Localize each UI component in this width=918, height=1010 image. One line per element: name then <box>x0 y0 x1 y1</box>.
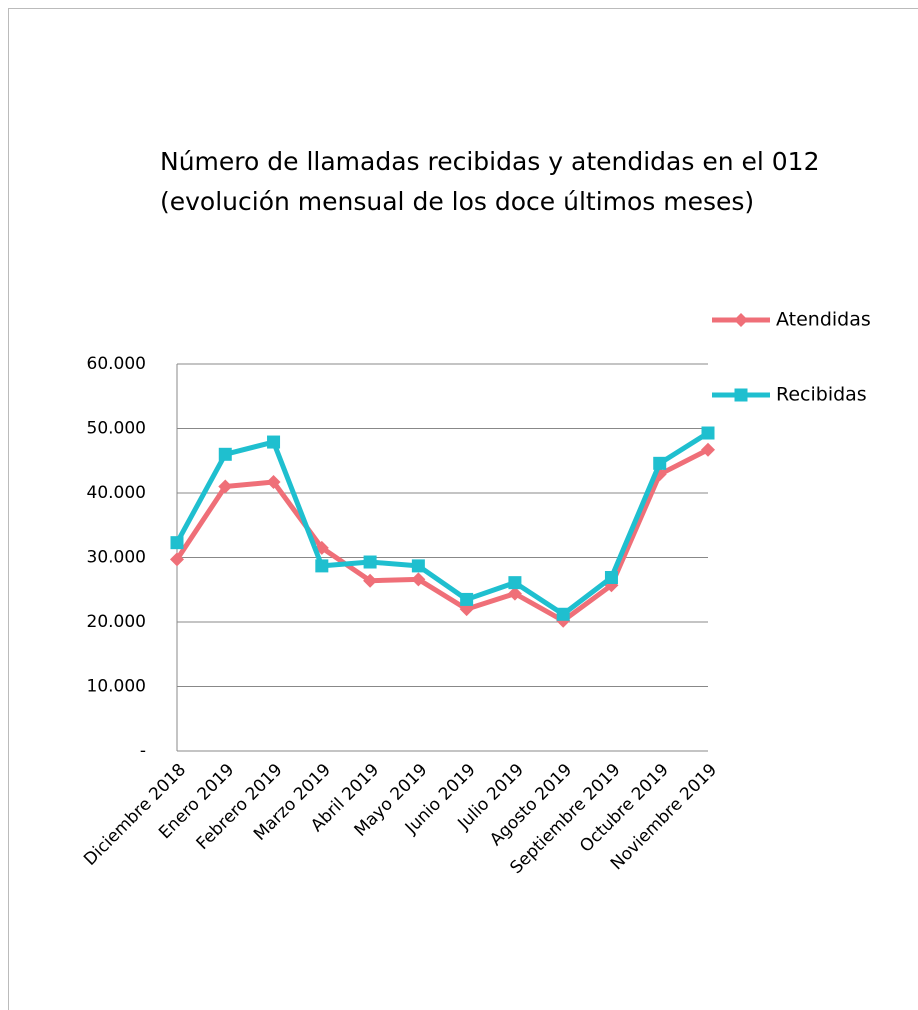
point <box>267 435 281 449</box>
point <box>411 572 426 587</box>
point <box>701 442 715 457</box>
point <box>315 559 329 573</box>
series-line <box>174 430 710 617</box>
y-tick-label: 50.000 <box>87 419 146 439</box>
point <box>411 559 425 573</box>
legend-label: Recibidas <box>776 384 867 406</box>
point <box>507 586 522 601</box>
point <box>218 447 232 461</box>
point <box>363 573 378 588</box>
chart-border <box>8 8 918 1010</box>
point <box>604 570 618 584</box>
chart-subtitle: (evolución mensual de los doce últimos m… <box>160 187 754 216</box>
point <box>653 456 667 470</box>
y-tick-label: - <box>140 741 146 761</box>
legend-marker <box>734 388 748 402</box>
point <box>701 426 715 440</box>
point <box>266 475 281 490</box>
legend-label: Atendidas <box>776 309 871 331</box>
point <box>556 607 570 621</box>
y-tick-label: 20.000 <box>87 612 146 632</box>
y-tick-label: 10.000 <box>87 677 146 697</box>
series-line <box>174 447 710 624</box>
chart-title: Número de llamadas recibidas y atendidas… <box>160 147 820 176</box>
point <box>218 479 233 494</box>
legend-marker <box>734 313 748 327</box>
point <box>460 592 474 606</box>
point <box>363 555 377 569</box>
point <box>508 576 522 590</box>
y-tick-label: 60.000 <box>87 354 146 374</box>
point <box>170 552 184 567</box>
point <box>170 536 184 550</box>
y-tick-label: 40.000 <box>87 483 146 503</box>
y-tick-label: 30.000 <box>87 548 146 568</box>
